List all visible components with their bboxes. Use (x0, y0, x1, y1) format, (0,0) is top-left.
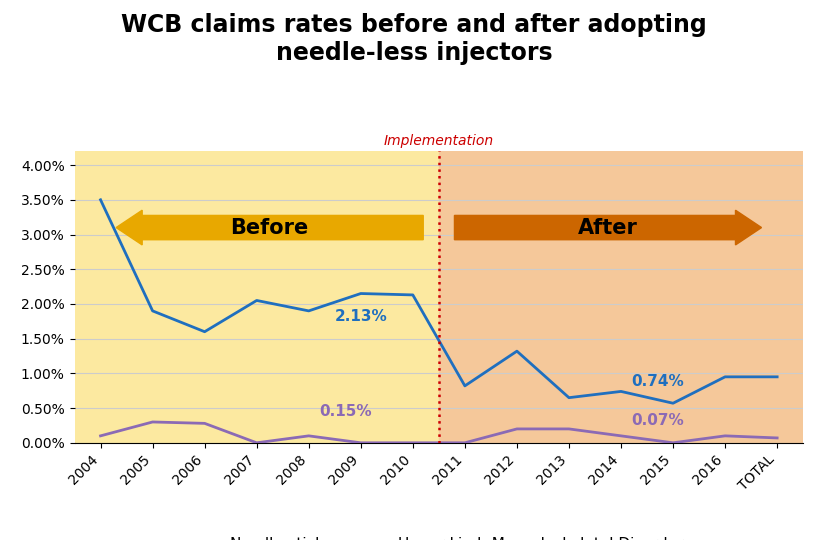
Upper Limb Musculoskeletal Disorders (304, 433, 313, 439)
Upper Limb Musculoskeletal Disorders (251, 440, 261, 446)
Needle-stick (199, 328, 209, 335)
Legend: Needle-stick, Upper Limb Musculoskeletal Disorders: Needle-stick, Upper Limb Musculoskeletal… (180, 530, 696, 540)
Needle-stick (356, 291, 366, 297)
Upper Limb Musculoskeletal Disorders (408, 440, 418, 446)
Text: 0.15%: 0.15% (318, 404, 371, 420)
Needle-stick (251, 297, 261, 303)
Line: Upper Limb Musculoskeletal Disorders: Upper Limb Musculoskeletal Disorders (100, 422, 777, 443)
Needle-stick (511, 348, 521, 354)
Needle-stick (719, 374, 729, 380)
Upper Limb Musculoskeletal Disorders (95, 433, 105, 439)
Text: WCB claims rates before and after adopting
needle-less injectors: WCB claims rates before and after adopti… (121, 13, 706, 65)
Bar (438, 151, 802, 443)
Needle-stick (667, 400, 677, 407)
Upper Limb Musculoskeletal Disorders (511, 426, 521, 432)
FancyArrow shape (454, 210, 761, 245)
FancyArrow shape (116, 210, 423, 245)
Upper Limb Musculoskeletal Disorders (719, 433, 729, 439)
Text: 2.13%: 2.13% (334, 309, 387, 325)
Text: After: After (577, 218, 637, 238)
Upper Limb Musculoskeletal Disorders (667, 440, 677, 446)
Needle-stick (147, 308, 157, 314)
Line: Needle-stick: Needle-stick (100, 200, 777, 403)
Text: 0.74%: 0.74% (631, 374, 683, 389)
Upper Limb Musculoskeletal Disorders (615, 433, 625, 439)
Upper Limb Musculoskeletal Disorders (772, 435, 782, 441)
Needle-stick (408, 292, 418, 298)
Upper Limb Musculoskeletal Disorders (356, 440, 366, 446)
Needle-stick (95, 197, 105, 203)
Needle-stick (772, 374, 782, 380)
Upper Limb Musculoskeletal Disorders (459, 440, 469, 446)
Upper Limb Musculoskeletal Disorders (199, 420, 209, 427)
Needle-stick (563, 394, 573, 401)
Upper Limb Musculoskeletal Disorders (563, 426, 573, 432)
Bar (74, 151, 438, 443)
Text: 0.07%: 0.07% (631, 414, 683, 428)
Needle-stick (615, 388, 625, 395)
Upper Limb Musculoskeletal Disorders (147, 418, 157, 425)
Text: Implementation: Implementation (383, 134, 494, 149)
Needle-stick (459, 383, 469, 389)
Text: Before: Before (230, 218, 308, 238)
Needle-stick (304, 308, 313, 314)
